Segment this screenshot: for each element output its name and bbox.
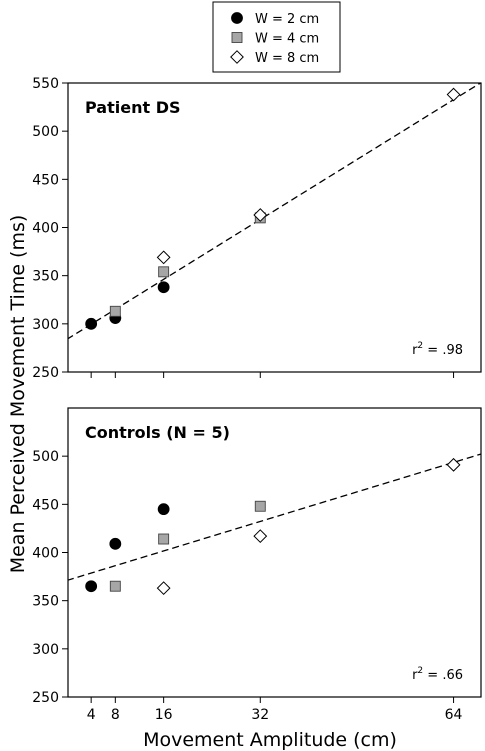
x-axis-title: Movement Amplitude (cm)	[143, 729, 397, 751]
y-tick-label: 400	[32, 221, 59, 237]
panel-title: Controls (N = 5)	[85, 423, 230, 442]
data-point-diamond	[156, 250, 171, 265]
legend-marker-diamond	[230, 50, 244, 64]
panel-controls: 250 300 350 400 450 500 4 8 16 32 64 Controls (N = …	[32, 407, 482, 723]
legend-marker-circle	[231, 12, 243, 24]
data-point-square	[158, 266, 170, 278]
regression-line	[68, 453, 481, 581]
data-point-square	[254, 500, 266, 512]
y-tick-label: 500	[32, 449, 59, 465]
x-tick-label: 4	[87, 707, 96, 723]
legend-marker-square	[231, 32, 243, 43]
y-tick-label: 500	[32, 124, 59, 140]
y-axis-title: Mean Perceived Movement Time (ms)	[7, 215, 29, 574]
y-tick-label: 550	[32, 76, 59, 92]
x-tick-label: 32	[251, 707, 269, 723]
x-tick-label: 64	[445, 707, 463, 723]
data-point-circle	[109, 537, 122, 550]
data-point-diamond	[156, 581, 171, 596]
data-point-square	[158, 533, 170, 545]
data-point-diamond	[446, 87, 461, 102]
data-point-circle	[157, 281, 170, 294]
y-tick-label: 450	[32, 172, 59, 188]
plot-frame	[67, 407, 482, 698]
panel-title: Patient DS	[85, 98, 181, 117]
data-point-square	[109, 580, 121, 592]
data-point-circle	[85, 580, 98, 593]
plot-frame	[67, 82, 482, 373]
data-point-diamond	[446, 457, 461, 472]
panel-patient-ds: 250 300 350 400 450 500 550 Patient DS r2 = .98	[32, 76, 482, 381]
y-tick-label: 400	[32, 546, 59, 562]
r-squared-label: r2 = .66	[412, 666, 463, 683]
data-point-diamond	[253, 529, 268, 544]
y-tick-label: 300	[32, 642, 59, 658]
data-point-square	[109, 305, 121, 317]
legend: W = 2 cm W = 4 cm W = 8 cm	[212, 1, 341, 73]
data-point-diamond	[253, 208, 268, 222]
y-tick-label: 250	[32, 365, 59, 381]
r-squared-label: r2 = .98	[412, 341, 463, 358]
y-tick-label: 250	[32, 690, 59, 706]
regression-line	[68, 83, 481, 340]
y-tick-label: 350	[32, 269, 59, 285]
data-point-circle	[85, 317, 98, 330]
y-tick-label: 350	[32, 594, 59, 610]
y-tick-label: 450	[32, 497, 59, 513]
data-point-circle	[157, 503, 170, 516]
y-tick-label: 300	[32, 317, 59, 333]
x-tick-label: 16	[155, 707, 173, 723]
legend-label: W = 4 cm	[255, 32, 319, 47]
x-tick-label: 8	[111, 707, 120, 723]
legend-label: W = 2 cm	[255, 12, 319, 27]
legend-label: W = 8 cm	[255, 51, 319, 66]
